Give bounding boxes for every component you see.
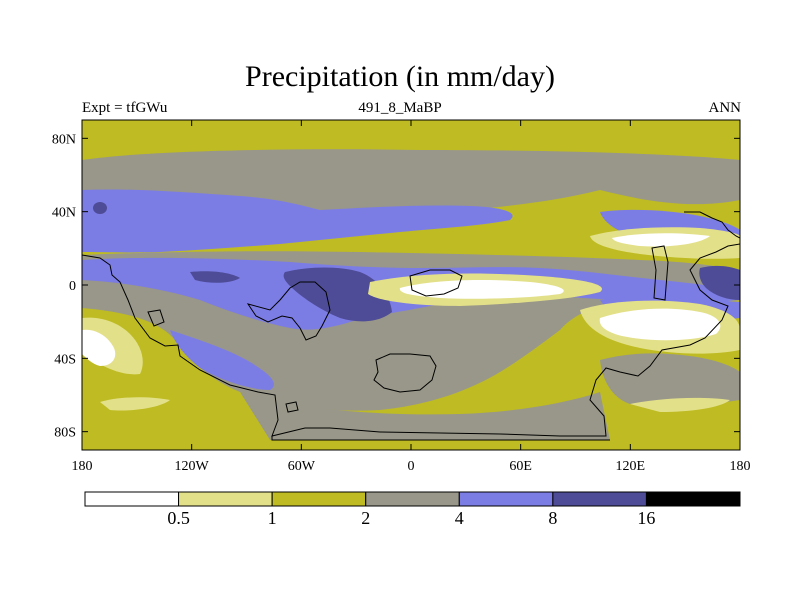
coast-north-landmass <box>246 281 331 341</box>
coast-west-island <box>147 309 165 327</box>
coast-india-block <box>409 269 463 297</box>
colorbar-label: 4 <box>455 508 464 528</box>
coastlines <box>82 211 740 441</box>
lon-tick-label: 120E <box>616 459 646 474</box>
band-0-5-1-southern <box>100 397 170 411</box>
colorbar-label: 2 <box>361 508 370 528</box>
colorbar-label: 1 <box>268 508 277 528</box>
coast-south-island <box>285 401 299 413</box>
coast-southern-ice <box>271 436 610 441</box>
band-2-4-australia <box>600 353 740 407</box>
lat-tick-label: 40S <box>54 352 76 367</box>
colorbar-swatch <box>84 491 180 507</box>
band-8-16-atlantic <box>283 267 392 322</box>
colorbar-label: 8 <box>548 508 557 528</box>
lon-tick-label: 60W <box>288 459 316 474</box>
lat-tick-label: 80S <box>54 426 76 441</box>
colorbar-swatch <box>365 491 460 507</box>
colorbar-swatch <box>458 491 554 507</box>
longitude-axis: 180 120W 60W 0 60E 120E 180 <box>72 120 751 474</box>
band-8-16-west <box>190 271 240 283</box>
lat-tick-label: 0 <box>69 279 76 294</box>
band-lt-0-5-africa <box>82 329 116 366</box>
band-0-5-1-southern-east <box>630 397 730 412</box>
coast-east-strip <box>651 245 669 301</box>
lon-tick-label: 0 <box>408 459 415 474</box>
coast-inland-basin <box>373 353 437 393</box>
season-label: ANN <box>708 100 742 116</box>
colorbar-swatch <box>178 491 273 507</box>
band-4-8-northern <box>82 189 513 253</box>
latitude-axis: 80N 40N 0 40S 80S <box>52 132 740 441</box>
colorbar-label: 0.5 <box>167 508 190 528</box>
map-title: Precipitation (in mm/day) <box>245 60 555 93</box>
coast-main-continent <box>82 243 740 437</box>
period-label: 491_8_MaBP <box>358 100 442 116</box>
band-8-16-pacific <box>699 265 740 300</box>
lon-tick-label: 60E <box>509 459 532 474</box>
colorbar-swatch <box>645 491 741 507</box>
lat-tick-label: 80N <box>52 132 76 147</box>
lat-tick-label: 40N <box>52 206 76 221</box>
precip-field <box>82 120 740 450</box>
lon-tick-label: 180 <box>730 459 751 474</box>
band-4-8-africa-coast <box>82 226 118 245</box>
colorbar-label: 16 <box>637 508 655 528</box>
coast-north-east <box>684 211 740 239</box>
experiment-label: Expt = tfGWu <box>82 100 168 116</box>
colorbar-swatch <box>271 491 367 507</box>
band-lt-0-5-australia <box>599 308 721 341</box>
band-8-16-north <box>93 202 107 214</box>
lon-tick-label: 120W <box>175 459 210 474</box>
colorbar: 0.5 1 2 4 8 16 <box>84 491 741 528</box>
lon-tick-label: 180 <box>72 459 93 474</box>
band-4-8-south-atlantic <box>170 330 274 390</box>
band-lt-0-5-north-pacific <box>612 233 710 247</box>
colorbar-swatch <box>552 491 647 507</box>
